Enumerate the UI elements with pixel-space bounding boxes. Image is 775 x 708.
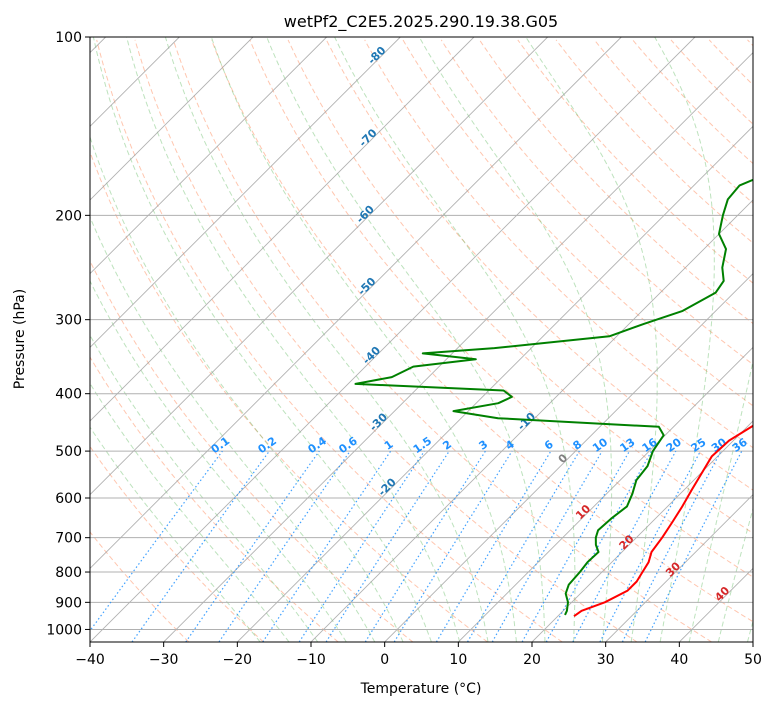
- isotherm-line: [90, 37, 401, 348]
- y-tick-label: 300: [55, 313, 82, 329]
- isotherm-line: [531, 420, 753, 642]
- y-tick-label: 700: [55, 531, 82, 547]
- x-tick-label: −30: [149, 652, 179, 668]
- isotherm-line: [458, 346, 753, 642]
- dry-adiabat-line: [555, 39, 753, 244]
- moist-adiabat-line: [92, 37, 432, 642]
- moist-adiabat-line: [266, 37, 546, 642]
- x-tick-label: −40: [75, 652, 105, 668]
- moist-adiabat-line: [90, 215, 376, 642]
- x-axis-title: Temperature (°C): [360, 681, 482, 697]
- isotherm-line: [90, 37, 327, 275]
- isotherm-line: [90, 37, 548, 496]
- dry-adiabat-line: [440, 39, 753, 366]
- dry-adiabat-line: [632, 39, 753, 165]
- moist-adiabat-line: [334, 37, 576, 642]
- x-axis: −40 −30 −20 −10 0 10 20 30 40 50: [75, 642, 762, 668]
- moist-adiabat-line: [717, 506, 753, 642]
- dry-adiabat-line: [402, 39, 753, 407]
- dry-adiabat-line: [249, 39, 753, 578]
- y-tick-label: 100: [55, 30, 82, 46]
- isotherm-line: [90, 37, 696, 642]
- dry-adiabat-line: [364, 39, 753, 449]
- mixing-ratio-line: [393, 450, 513, 642]
- mixing-ratio-line: [572, 450, 677, 642]
- moist-adiabat-line: [654, 37, 715, 642]
- plot-frame: [89, 36, 754, 643]
- x-tick-label: 0: [380, 652, 389, 668]
- moist-adiabat-line: [688, 358, 753, 642]
- dry-adiabat-line: [96, 39, 563, 642]
- isotherm-line: [163, 52, 753, 642]
- chart-title: wetPf2_C2E5.2025.290.19.38.G05: [284, 12, 558, 32]
- isotherm-line: [384, 273, 753, 642]
- dry-adiabat-line: [90, 356, 339, 642]
- y-tick-label: 800: [55, 565, 82, 581]
- moist-adiabat-line: [90, 334, 319, 642]
- moist-adiabat-line: [210, 37, 517, 642]
- dry-adiabat-line: [90, 150, 488, 642]
- y-axis-title: Pressure (hPa): [12, 289, 28, 389]
- dry-adiabat-line: [172, 39, 712, 642]
- y-tick-label: 1000: [46, 622, 82, 638]
- dry-adiabat-line: [325, 39, 753, 491]
- mixing-ratio-line: [131, 450, 270, 642]
- isotherm-line: [90, 37, 475, 422]
- mixing-ratio-line: [90, 450, 223, 632]
- mixing-ratio-line: [325, 450, 450, 642]
- y-tick-label: 600: [55, 491, 82, 507]
- isotherm-line: [310, 199, 753, 642]
- mixing-ratio-line: [185, 450, 320, 642]
- x-tick-label: −20: [223, 652, 253, 668]
- y-tick-label: 200: [55, 208, 82, 224]
- x-tick-label: 20: [523, 652, 541, 668]
- isotherm-line: [237, 125, 753, 642]
- moist-adiabat-line: [525, 37, 658, 642]
- dry-adiabat-line: [287, 39, 753, 534]
- x-tick-label: 10: [449, 652, 467, 668]
- y-axis: 100 200 300 400 500 600 700 800 900 1000: [46, 30, 90, 638]
- dry-adiabat-line: [134, 39, 638, 642]
- x-tick-label: 30: [597, 652, 615, 668]
- mixing-ratio-line: [521, 450, 631, 642]
- dry-adiabat-line: [90, 259, 414, 642]
- x-tick-label: 40: [670, 652, 688, 668]
- y-tick-label: 500: [55, 444, 82, 460]
- moist-adiabat-line: [90, 426, 261, 642]
- mixing-ratio-line: [545, 450, 653, 642]
- temperature-profile-line: [573, 424, 753, 618]
- mixing-ratio-line: [298, 450, 425, 642]
- x-tick-label: 50: [744, 652, 762, 668]
- moist-adiabat-line: [164, 37, 489, 642]
- mixing-ratio-line: [218, 450, 351, 642]
- mixing-ratio-line: [644, 450, 743, 642]
- isotherm-line: [90, 37, 622, 569]
- isotherm-line: [605, 494, 753, 642]
- moist-adiabat-line: [90, 382, 290, 642]
- moist-adiabat-line: [126, 37, 461, 642]
- x-tick-label: −10: [296, 652, 326, 668]
- y-tick-label: 900: [55, 595, 82, 611]
- mixing-ratio-line: [262, 450, 392, 642]
- moist-adiabat-line: [90, 135, 404, 642]
- dewpoint-profile-line: [354, 178, 753, 616]
- dry-adiabat-line: [517, 39, 753, 284]
- isotherm-line: [90, 37, 254, 201]
- y-tick-label: 400: [55, 387, 82, 403]
- moist-adiabat-line: [418, 37, 613, 642]
